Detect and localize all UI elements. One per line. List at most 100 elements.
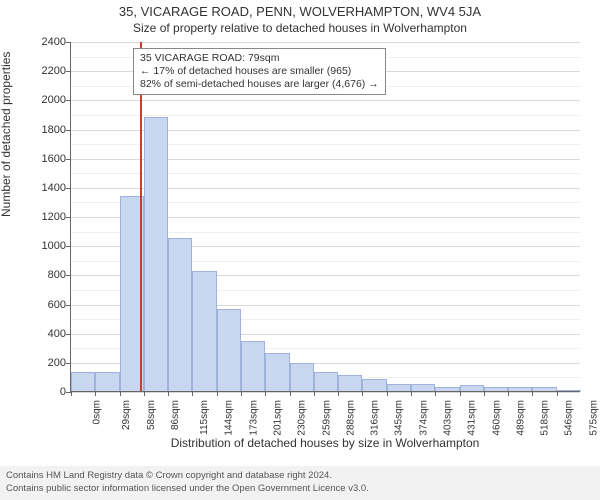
x-tick-mark (532, 391, 533, 396)
x-tick-mark (435, 391, 436, 396)
y-tick-mark (66, 363, 71, 364)
y-tick-mark (66, 100, 71, 101)
x-tick-label: 86sqm (170, 400, 181, 430)
y-tick-label: 1600 (16, 153, 66, 165)
histogram-bar (265, 353, 289, 391)
x-tick-label: 259sqm (321, 400, 332, 436)
x-tick-mark (362, 391, 363, 396)
x-tick-label: 489sqm (515, 400, 526, 436)
y-tick-label: 2000 (16, 94, 66, 106)
x-tick-mark (265, 391, 266, 396)
histogram-bar (460, 385, 484, 391)
gridline (71, 100, 580, 101)
histogram-bar (144, 117, 168, 391)
x-tick-mark (338, 391, 339, 396)
annotation-line-3: 82% of semi-detached houses are larger (… (140, 78, 379, 91)
histogram-bar (411, 384, 435, 391)
histogram-bar (338, 375, 362, 391)
annotation-box: 35 VICARAGE ROAD: 79sqm ← 17% of detache… (133, 48, 386, 95)
x-tick-mark (387, 391, 388, 396)
x-tick-label: 546sqm (564, 400, 575, 436)
y-tick-mark (66, 159, 71, 160)
x-tick-mark (411, 391, 412, 396)
y-tick-label: 1400 (16, 182, 66, 194)
histogram-bar (290, 363, 314, 391)
x-tick-mark (508, 391, 509, 396)
x-tick-mark (241, 391, 242, 396)
histogram-bar (435, 387, 459, 391)
x-tick-label: 460sqm (491, 400, 502, 436)
gridline-minor (71, 115, 580, 116)
x-tick-label: 431sqm (467, 400, 478, 436)
x-tick-label: 58sqm (146, 400, 157, 430)
histogram-bar (314, 372, 338, 391)
histogram-bar (484, 387, 508, 391)
histogram-bar (71, 372, 95, 391)
histogram-bar (168, 238, 192, 391)
y-tick-label: 200 (16, 357, 66, 369)
x-tick-label: 29sqm (121, 400, 132, 430)
x-tick-label: 201sqm (273, 400, 284, 436)
y-tick-label: 2400 (16, 36, 66, 48)
page-title: 35, VICARAGE ROAD, PENN, WOLVERHAMPTON, … (0, 4, 600, 19)
gridline (71, 42, 580, 43)
x-tick-label: 374sqm (418, 400, 429, 436)
histogram-bar (192, 271, 216, 391)
x-tick-mark (168, 391, 169, 396)
x-axis-label: Distribution of detached houses by size … (70, 436, 580, 450)
y-tick-mark (66, 71, 71, 72)
footer-attribution: Contains HM Land Registry data © Crown c… (0, 466, 600, 500)
y-tick-label: 1800 (16, 124, 66, 136)
x-tick-label: 230sqm (297, 400, 308, 436)
y-tick-mark (66, 275, 71, 276)
x-tick-mark (314, 391, 315, 396)
x-tick-label: 345sqm (394, 400, 405, 436)
y-tick-mark (66, 246, 71, 247)
chart-subtitle: Size of property relative to detached ho… (0, 21, 600, 35)
x-tick-mark (557, 391, 558, 396)
y-tick-mark (66, 42, 71, 43)
x-tick-label: 0sqm (91, 400, 102, 424)
y-tick-mark (66, 130, 71, 131)
x-tick-label: 403sqm (443, 400, 454, 436)
plot-area: 35 VICARAGE ROAD: 79sqm ← 17% of detache… (70, 42, 580, 392)
y-tick-mark (66, 334, 71, 335)
histogram-bar (217, 309, 241, 391)
x-tick-label: 115sqm (199, 400, 210, 435)
histogram-bar (557, 390, 581, 391)
histogram-bar (387, 384, 411, 391)
annotation-line-2: ← 17% of detached houses are smaller (96… (140, 65, 379, 78)
histogram-bar (508, 387, 532, 391)
footer-line-1: Contains HM Land Registry data © Crown c… (6, 470, 594, 482)
x-tick-mark (95, 391, 96, 396)
chart-container: 35, VICARAGE ROAD, PENN, WOLVERHAMPTON, … (0, 0, 600, 500)
y-tick-label: 2200 (16, 65, 66, 77)
y-tick-mark (66, 217, 71, 218)
histogram-bar (532, 387, 556, 391)
x-tick-label: 518sqm (540, 400, 551, 436)
x-tick-label: 316sqm (370, 400, 381, 436)
y-tick-label: 400 (16, 328, 66, 340)
x-tick-label: 288sqm (345, 400, 356, 436)
x-tick-label: 575sqm (588, 400, 599, 436)
y-tick-label: 800 (16, 269, 66, 281)
x-tick-label: 173sqm (248, 400, 259, 436)
y-tick-mark (66, 305, 71, 306)
footer-line-2: Contains public sector information licen… (6, 483, 594, 495)
x-tick-mark (460, 391, 461, 396)
x-tick-mark (290, 391, 291, 396)
y-tick-label: 0 (16, 386, 66, 398)
x-tick-mark (192, 391, 193, 396)
x-tick-mark (71, 391, 72, 396)
x-tick-label: 144sqm (224, 400, 235, 436)
histogram-bar (241, 341, 265, 391)
y-tick-label: 1000 (16, 240, 66, 252)
x-tick-mark (217, 391, 218, 396)
x-tick-mark (484, 391, 485, 396)
histogram-bar (95, 372, 119, 391)
annotation-line-1: 35 VICARAGE ROAD: 79sqm (140, 52, 379, 65)
y-axis-label: Number of detached properties (0, 52, 13, 217)
gridline (71, 392, 580, 393)
y-tick-label: 600 (16, 299, 66, 311)
y-tick-mark (66, 188, 71, 189)
